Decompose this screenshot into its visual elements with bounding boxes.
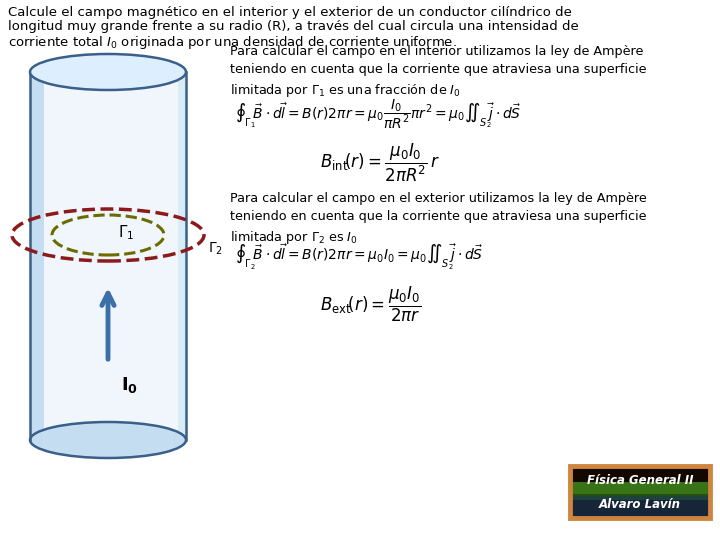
Bar xyxy=(570,466,710,518)
Text: $B_{\mathrm{ext}}\!\left(r\right)=\dfrac{\mu_0 I_0}{2\pi r}$: $B_{\mathrm{ext}}\!\left(r\right)=\dfrac… xyxy=(320,285,421,324)
Text: Alvaro Lavín: Alvaro Lavín xyxy=(599,497,681,510)
Text: $\oint_{\Gamma_1}\!\vec{B}\cdot d\vec{l} = B(r)2\pi r = \mu_0\dfrac{I_0}{\pi R^2: $\oint_{\Gamma_1}\!\vec{B}\cdot d\vec{l}… xyxy=(235,98,521,131)
Bar xyxy=(30,72,186,440)
Text: $\oint_{\Gamma_2}\!\vec{B}\cdot d\vec{l} = B(r)2\pi r = \mu_0 I_0 = \mu_0\iint_{: $\oint_{\Gamma_2}\!\vec{B}\cdot d\vec{l}… xyxy=(235,242,483,272)
Ellipse shape xyxy=(30,422,186,458)
Bar xyxy=(572,482,708,494)
Text: Física General II: Física General II xyxy=(587,474,693,487)
Polygon shape xyxy=(30,72,44,440)
Text: $\Gamma_1$: $\Gamma_1$ xyxy=(118,224,134,242)
Text: $\Gamma_2$: $\Gamma_2$ xyxy=(208,241,223,257)
Bar xyxy=(570,466,710,518)
Polygon shape xyxy=(178,72,186,440)
Text: Para calcular el campo en el interior utilizamos la ley de Ampère
teniendo en cu: Para calcular el campo en el interior ut… xyxy=(230,45,647,99)
Ellipse shape xyxy=(30,54,186,90)
Text: longitud muy grande frente a su radio (R), a través del cual circula una intensi: longitud muy grande frente a su radio (R… xyxy=(8,20,579,33)
Text: $\mathbf{I_0}$: $\mathbf{I_0}$ xyxy=(122,375,138,395)
Bar xyxy=(572,496,708,516)
Text: Para calcular el campo en el exterior utilizamos la ley de Ampère
teniendo en cu: Para calcular el campo en el exterior ut… xyxy=(230,192,647,246)
Bar xyxy=(572,482,708,500)
Text: corriente total $I_0$ originada por una densidad de corriente uniforme.: corriente total $I_0$ originada por una … xyxy=(8,34,457,51)
Text: Calcule el campo magnético en el interior y el exterior de un conductor cilíndri: Calcule el campo magnético en el interio… xyxy=(8,6,572,19)
Text: $B_{\mathrm{int}}\!\left(r\right)=\dfrac{\mu_0 I_0}{2\pi R^2}\,r$: $B_{\mathrm{int}}\!\left(r\right)=\dfrac… xyxy=(320,142,441,184)
